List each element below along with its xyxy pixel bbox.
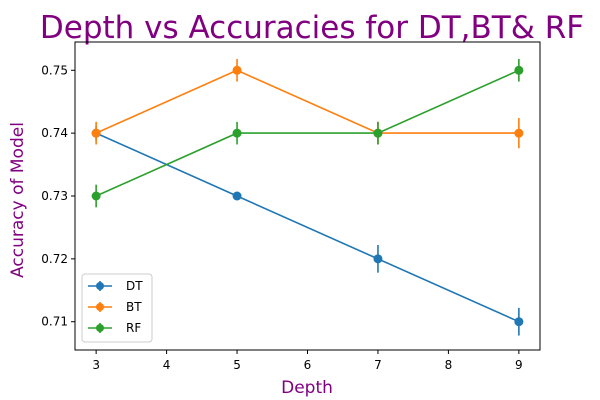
- x-axis-ticks: 3 4 5 6 7 8 9: [92, 350, 523, 372]
- y-tick-label: 0.72: [41, 252, 68, 266]
- legend-label-rf: RF: [126, 321, 141, 335]
- y-axis-ticks: 0.71 0.72 0.73 0.74 0.75: [41, 63, 75, 329]
- legend-marker-rf: [96, 324, 104, 332]
- x-tick-label: 5: [233, 358, 241, 372]
- legend-label-dt: DT: [126, 279, 143, 293]
- data-point-dt: [514, 317, 524, 327]
- y-tick-label: 0.73: [41, 189, 68, 203]
- x-tick-label: 3: [92, 358, 100, 372]
- y-tick-label: 0.74: [41, 126, 68, 140]
- data-point-rf: [232, 128, 242, 138]
- x-tick-label: 8: [445, 358, 453, 372]
- y-tick-label: 0.71: [41, 315, 68, 329]
- chart-title: Depth vs Accuracies for DT,BT& RF: [40, 10, 584, 46]
- x-tick-label: 4: [163, 358, 171, 372]
- data-point-bt: [514, 128, 524, 138]
- series-rf: [91, 58, 524, 208]
- series-line-rf: [95, 69, 520, 197]
- legend-marker-bt: [96, 303, 104, 311]
- legend-marker-dt: [96, 282, 104, 290]
- data-point-dt: [373, 254, 383, 264]
- legend-label-bt: BT: [126, 300, 142, 314]
- data-point-bt: [232, 65, 242, 75]
- x-axis-label: Depth: [281, 378, 333, 398]
- series-layer: [91, 58, 524, 336]
- data-point-rf: [514, 65, 524, 75]
- legend: DT BT RF: [81, 273, 153, 343]
- x-tick-label: 9: [515, 358, 523, 372]
- x-tick-label: 7: [374, 358, 382, 372]
- legend-item-rf: RF: [88, 321, 141, 335]
- y-axis-label: Accuracy of Model: [8, 122, 28, 278]
- legend-item-dt: DT: [88, 279, 143, 293]
- legend-item-bt: BT: [88, 300, 142, 314]
- series-line-bt: [95, 69, 519, 134]
- y-tick-label: 0.75: [41, 63, 68, 77]
- data-point-rf: [91, 191, 101, 201]
- x-tick-label: 6: [304, 358, 312, 372]
- data-point-rf: [373, 128, 383, 138]
- data-point-bt: [91, 128, 101, 138]
- data-point-dt: [232, 191, 242, 201]
